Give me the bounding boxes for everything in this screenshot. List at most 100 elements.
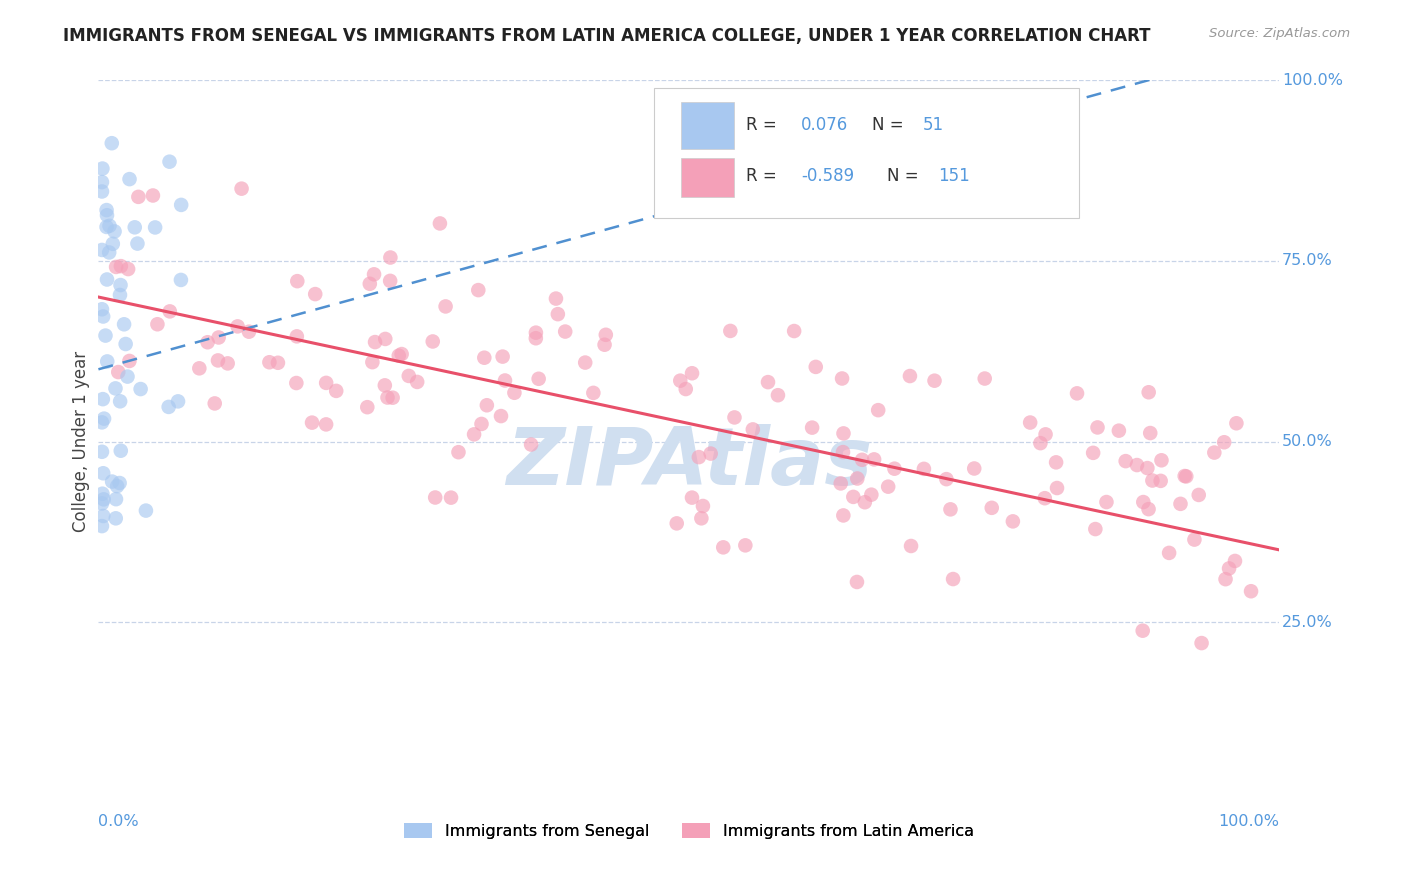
Point	[105, 260, 128, 274]
Point	[711, 541, 734, 555]
Point	[388, 349, 411, 363]
Point	[91, 392, 114, 406]
Point	[942, 572, 965, 586]
Point	[364, 335, 387, 350]
Point	[117, 262, 139, 277]
Point	[912, 462, 935, 476]
Text: 51: 51	[922, 116, 943, 134]
Point	[463, 427, 485, 442]
Point	[973, 371, 995, 385]
Point	[1150, 453, 1173, 467]
Point	[157, 400, 180, 414]
Point	[1223, 554, 1246, 568]
Point	[381, 391, 404, 405]
Point	[718, 324, 741, 338]
Text: -0.589: -0.589	[801, 167, 855, 185]
Point	[1191, 636, 1213, 650]
Point	[692, 499, 714, 513]
Text: 0.076: 0.076	[801, 116, 848, 134]
Point	[108, 476, 131, 491]
Point	[359, 277, 381, 291]
Point	[1126, 458, 1149, 472]
Point	[860, 488, 883, 502]
Point	[1045, 455, 1067, 469]
Text: R =: R =	[745, 167, 782, 185]
Point	[267, 356, 290, 370]
Y-axis label: College, Under 1 year: College, Under 1 year	[72, 351, 90, 533]
Point	[544, 292, 567, 306]
Point	[114, 337, 136, 351]
Point	[356, 400, 378, 414]
Point	[118, 172, 141, 186]
Point	[1081, 446, 1104, 460]
Point	[91, 467, 114, 481]
Point	[1136, 461, 1159, 475]
Text: 151: 151	[938, 167, 970, 185]
Point	[863, 452, 886, 467]
Point	[524, 331, 547, 345]
Point	[831, 371, 853, 385]
Point	[440, 491, 463, 505]
Point	[129, 382, 152, 396]
Point	[91, 161, 114, 176]
Point	[127, 236, 149, 251]
Point	[104, 511, 127, 525]
Point	[842, 490, 865, 504]
Point	[143, 220, 166, 235]
Point	[851, 452, 873, 467]
Point	[325, 384, 347, 398]
Point	[1159, 546, 1181, 560]
Point	[104, 381, 127, 395]
Point	[285, 274, 308, 288]
Point	[1132, 624, 1154, 638]
Point	[429, 216, 451, 230]
Point	[425, 491, 447, 505]
Point	[1170, 497, 1192, 511]
Point	[669, 374, 692, 388]
Point	[135, 503, 157, 517]
Point	[924, 374, 946, 388]
Point	[124, 220, 146, 235]
Point	[96, 272, 118, 286]
Point	[1084, 522, 1107, 536]
Text: 0.0%: 0.0%	[98, 814, 139, 829]
Point	[93, 411, 115, 425]
Point	[470, 417, 492, 431]
Point	[98, 245, 121, 260]
Point	[472, 351, 495, 365]
Point	[380, 251, 402, 265]
Point	[204, 396, 226, 410]
Point	[91, 486, 114, 500]
Point	[1142, 474, 1164, 488]
Point	[101, 475, 124, 489]
Point	[1218, 561, 1240, 575]
Point	[1215, 572, 1237, 586]
Point	[1150, 474, 1173, 488]
Point	[231, 182, 253, 196]
Point	[554, 325, 576, 339]
Point	[1087, 420, 1109, 434]
Point	[832, 508, 855, 523]
Point	[91, 416, 114, 430]
Point	[363, 268, 385, 282]
Point	[378, 274, 401, 288]
Point	[1175, 469, 1198, 483]
Point	[1137, 385, 1160, 400]
Point	[159, 304, 181, 318]
Point	[91, 185, 114, 199]
Point	[1046, 481, 1069, 495]
Point	[853, 495, 876, 509]
Point	[491, 350, 513, 364]
Point	[681, 491, 703, 505]
Point	[406, 375, 429, 389]
Point	[846, 471, 869, 485]
Text: N =: N =	[872, 116, 908, 134]
Point	[783, 324, 806, 338]
Point	[1213, 435, 1236, 450]
Point	[91, 243, 114, 257]
Point	[935, 472, 957, 486]
Point	[374, 332, 396, 346]
Point	[939, 502, 962, 516]
Point	[1184, 533, 1206, 547]
Point	[105, 479, 128, 493]
